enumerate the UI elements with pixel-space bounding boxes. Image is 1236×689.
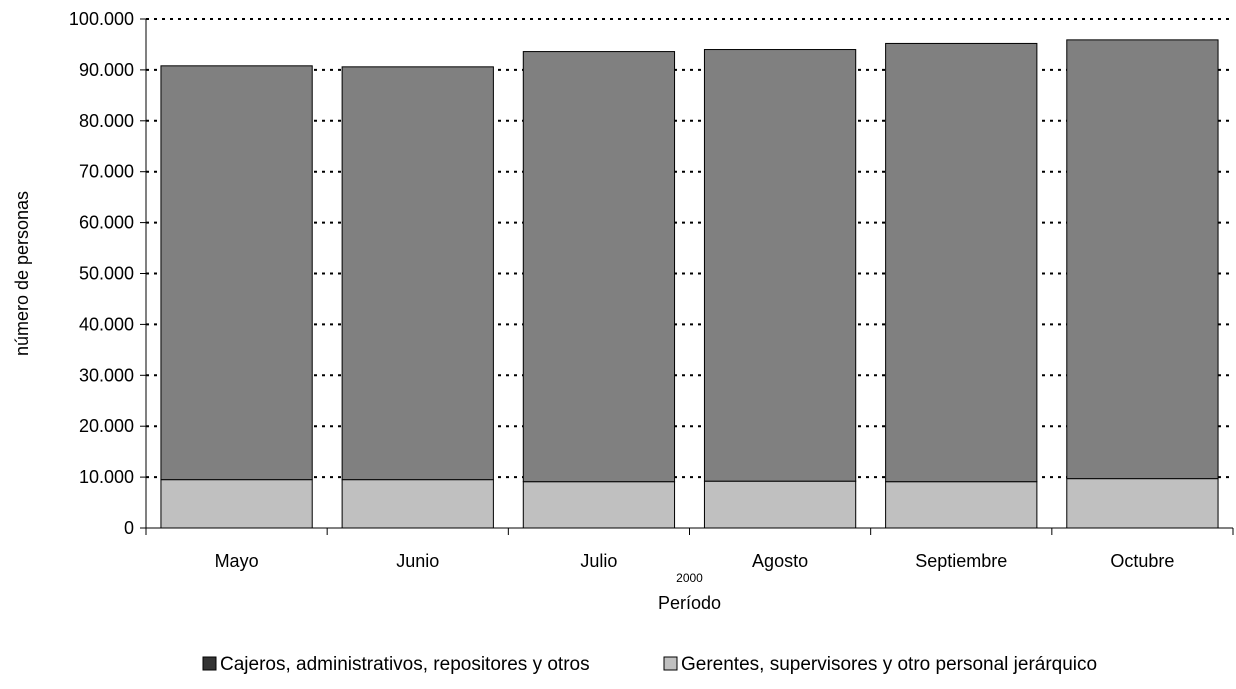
y-tick-label: 80.000	[79, 111, 134, 131]
x-group-label: 2000	[676, 571, 703, 585]
y-tick-label: 20.000	[79, 416, 134, 436]
y-tick-label: 70.000	[79, 162, 134, 182]
bar-cajeros-junio	[341, 66, 494, 481]
x-category-label: Octubre	[1110, 551, 1174, 571]
bar-cajeros-octubre	[1066, 39, 1219, 480]
y-tick-label: 10.000	[79, 467, 134, 487]
bar-gerentes-octubre	[1066, 478, 1219, 529]
legend-label: Cajeros, administrativos, repositores y …	[220, 654, 590, 675]
x-category-label: Junio	[396, 551, 439, 571]
y-tick-label: 60.000	[79, 213, 134, 233]
x-category-label: Mayo	[215, 551, 259, 571]
bar-cajeros-septiembre	[885, 42, 1038, 483]
legend-swatch	[663, 656, 678, 671]
y-tick-label: 100.000	[69, 9, 134, 29]
bar-gerentes-mayo	[160, 479, 313, 529]
bar-gerentes-junio	[341, 479, 494, 529]
bar-gerentes-agosto	[703, 480, 857, 529]
bar-cajeros-agosto	[703, 49, 857, 482]
bar-cajeros-julio	[522, 51, 676, 483]
y-axis-title: número de personas	[12, 191, 32, 356]
legend-swatch	[202, 656, 217, 671]
x-axis-title: Período	[658, 593, 721, 613]
y-tick-label: 0	[124, 518, 134, 538]
y-tick-label: 90.000	[79, 60, 134, 80]
bar-cajeros-mayo	[160, 65, 313, 481]
bar-gerentes-septiembre	[885, 481, 1038, 529]
legend-label: Gerentes, supervisores y otro personal j…	[681, 654, 1097, 675]
y-tick-label: 40.000	[79, 314, 134, 334]
bar-gerentes-julio	[522, 481, 676, 529]
x-category-label: Julio	[580, 551, 617, 571]
x-category-label: Agosto	[752, 551, 808, 571]
x-category-label: Septiembre	[915, 551, 1007, 571]
y-tick-label: 50.000	[79, 264, 134, 284]
y-tick-label: 30.000	[79, 365, 134, 385]
